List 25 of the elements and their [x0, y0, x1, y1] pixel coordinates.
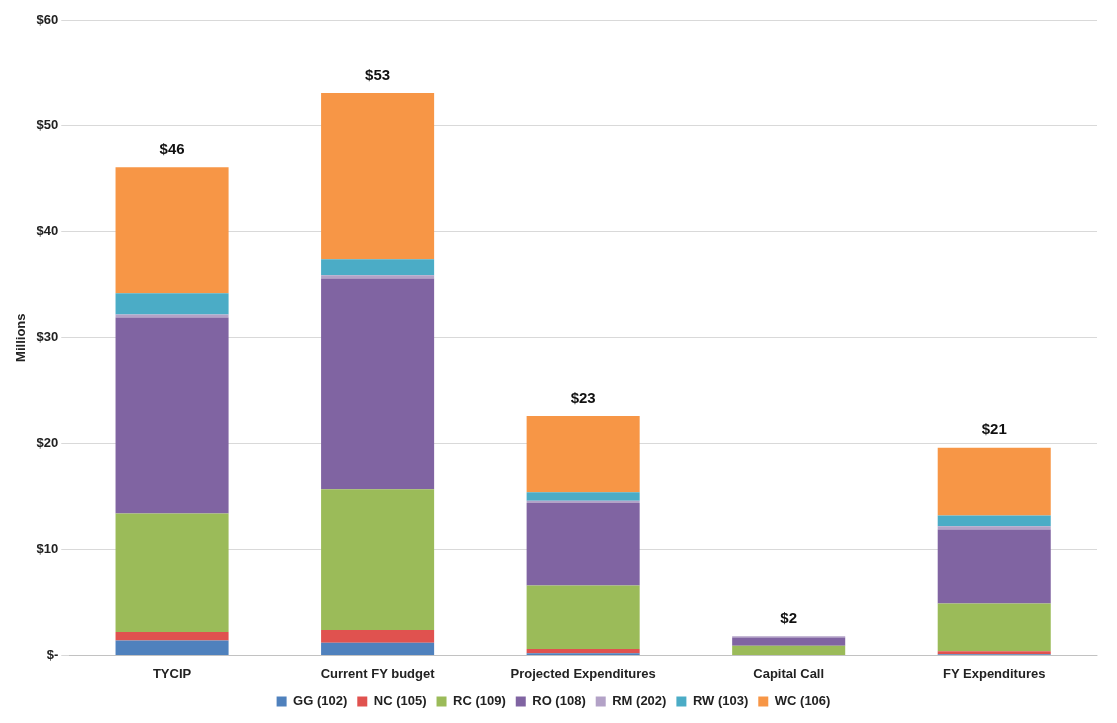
total-label: $2: [780, 608, 798, 626]
legend-label: NC (105): [373, 693, 427, 709]
legend-label: RM (202): [612, 693, 667, 709]
legend-label: WC (106): [774, 693, 831, 709]
x-tick-label: Projected Expenditures: [510, 665, 656, 681]
x-tick-label: Current FY budget: [320, 665, 436, 681]
x-tick-label: Capital Call: [753, 665, 825, 681]
legend-label: RW (103): [692, 693, 749, 709]
y-tick-label: $50: [36, 117, 59, 133]
legend-label: RO (108): [532, 693, 586, 709]
y-tick-label: $60: [36, 11, 59, 27]
x-tick-label: TYCIP: [152, 665, 192, 681]
y-tick-label: $40: [36, 223, 59, 239]
y-tick-label: $-: [46, 646, 59, 662]
x-tick-label: FY Expenditures: [943, 665, 1046, 681]
y-tick-label: $30: [36, 329, 59, 345]
total-label: $23: [570, 388, 596, 406]
total-label: $53: [365, 65, 391, 83]
y-axis-title: Millions: [13, 313, 29, 362]
y-tick-label: $20: [36, 435, 59, 451]
legend-label: GG (102): [293, 693, 348, 709]
total-label: $46: [159, 139, 185, 157]
total-label: $21: [981, 420, 1007, 438]
y-tick-label: $10: [36, 541, 59, 557]
legend-label: RC (109): [453, 693, 506, 709]
